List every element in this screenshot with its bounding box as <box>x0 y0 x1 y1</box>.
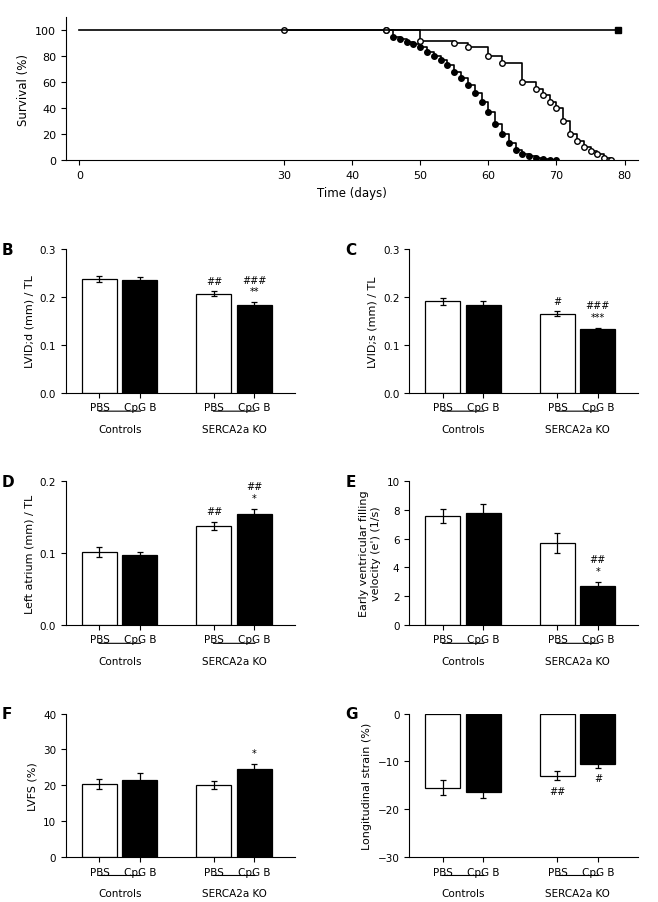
Text: **: ** <box>249 287 259 297</box>
Text: ##: ## <box>206 276 222 286</box>
Bar <box>426 713 461 787</box>
Text: ##: ## <box>246 482 263 492</box>
Bar <box>122 281 157 393</box>
Text: Controls: Controls <box>98 425 141 435</box>
Bar <box>82 553 117 625</box>
Text: SERCA2a KO: SERCA2a KO <box>545 657 610 667</box>
Text: ##: ## <box>590 555 606 565</box>
Bar <box>237 305 272 393</box>
Text: *: * <box>252 493 257 503</box>
Text: Controls: Controls <box>442 425 485 435</box>
Y-axis label: LVID;s (mm) / TL: LVID;s (mm) / TL <box>368 276 378 367</box>
Y-axis label: Left atrium (mm) / TL: Left atrium (mm) / TL <box>24 494 34 613</box>
X-axis label: Time (days): Time (days) <box>317 187 387 199</box>
Bar <box>580 586 615 625</box>
Text: F: F <box>2 706 12 722</box>
Bar <box>540 713 575 776</box>
Text: #: # <box>553 296 561 307</box>
Y-axis label: Longitudinal strain (%): Longitudinal strain (%) <box>362 722 372 849</box>
Text: B: B <box>2 243 13 258</box>
Y-axis label: Survival (%): Survival (%) <box>16 53 30 125</box>
Text: SERCA2a KO: SERCA2a KO <box>202 425 266 435</box>
Bar <box>122 556 157 625</box>
Bar <box>197 294 232 393</box>
Text: SERCA2a KO: SERCA2a KO <box>202 657 266 667</box>
Bar <box>466 713 501 793</box>
Text: SERCA2a KO: SERCA2a KO <box>545 888 610 898</box>
Bar <box>197 785 232 857</box>
Text: Controls: Controls <box>98 657 141 667</box>
Bar <box>237 769 272 857</box>
Text: D: D <box>2 474 14 490</box>
Y-axis label: Early ventricular filling
velocity (e') (1/s): Early ventricular filling velocity (e') … <box>359 490 381 617</box>
Bar <box>197 526 232 625</box>
Text: E: E <box>345 474 355 490</box>
Text: ##: ## <box>206 506 222 516</box>
Text: *: * <box>252 748 257 758</box>
Text: C: C <box>345 243 356 258</box>
Text: Controls: Controls <box>98 888 141 898</box>
Text: Controls: Controls <box>442 657 485 667</box>
Text: ###: ### <box>586 301 610 311</box>
Text: SERCA2a KO: SERCA2a KO <box>202 888 266 898</box>
Text: #: # <box>594 773 602 783</box>
Bar <box>540 315 575 393</box>
Text: *: * <box>595 566 600 576</box>
Y-axis label: LVFS (%): LVFS (%) <box>28 761 38 810</box>
Bar <box>122 780 157 857</box>
Bar <box>82 784 117 857</box>
Text: SERCA2a KO: SERCA2a KO <box>545 425 610 435</box>
Bar <box>540 543 575 625</box>
Text: G: G <box>345 706 358 722</box>
Y-axis label: LVID;d (mm) / TL: LVID;d (mm) / TL <box>24 275 34 368</box>
Text: ***: *** <box>591 312 605 323</box>
Text: ###: ### <box>242 275 266 285</box>
Bar <box>237 514 272 625</box>
Bar <box>426 516 461 625</box>
Bar <box>82 280 117 393</box>
Bar <box>466 306 501 393</box>
Text: ##: ## <box>549 787 566 796</box>
Bar <box>580 330 615 393</box>
Bar <box>426 302 461 393</box>
Text: Controls: Controls <box>442 888 485 898</box>
Bar <box>466 513 501 625</box>
Bar <box>580 713 615 764</box>
